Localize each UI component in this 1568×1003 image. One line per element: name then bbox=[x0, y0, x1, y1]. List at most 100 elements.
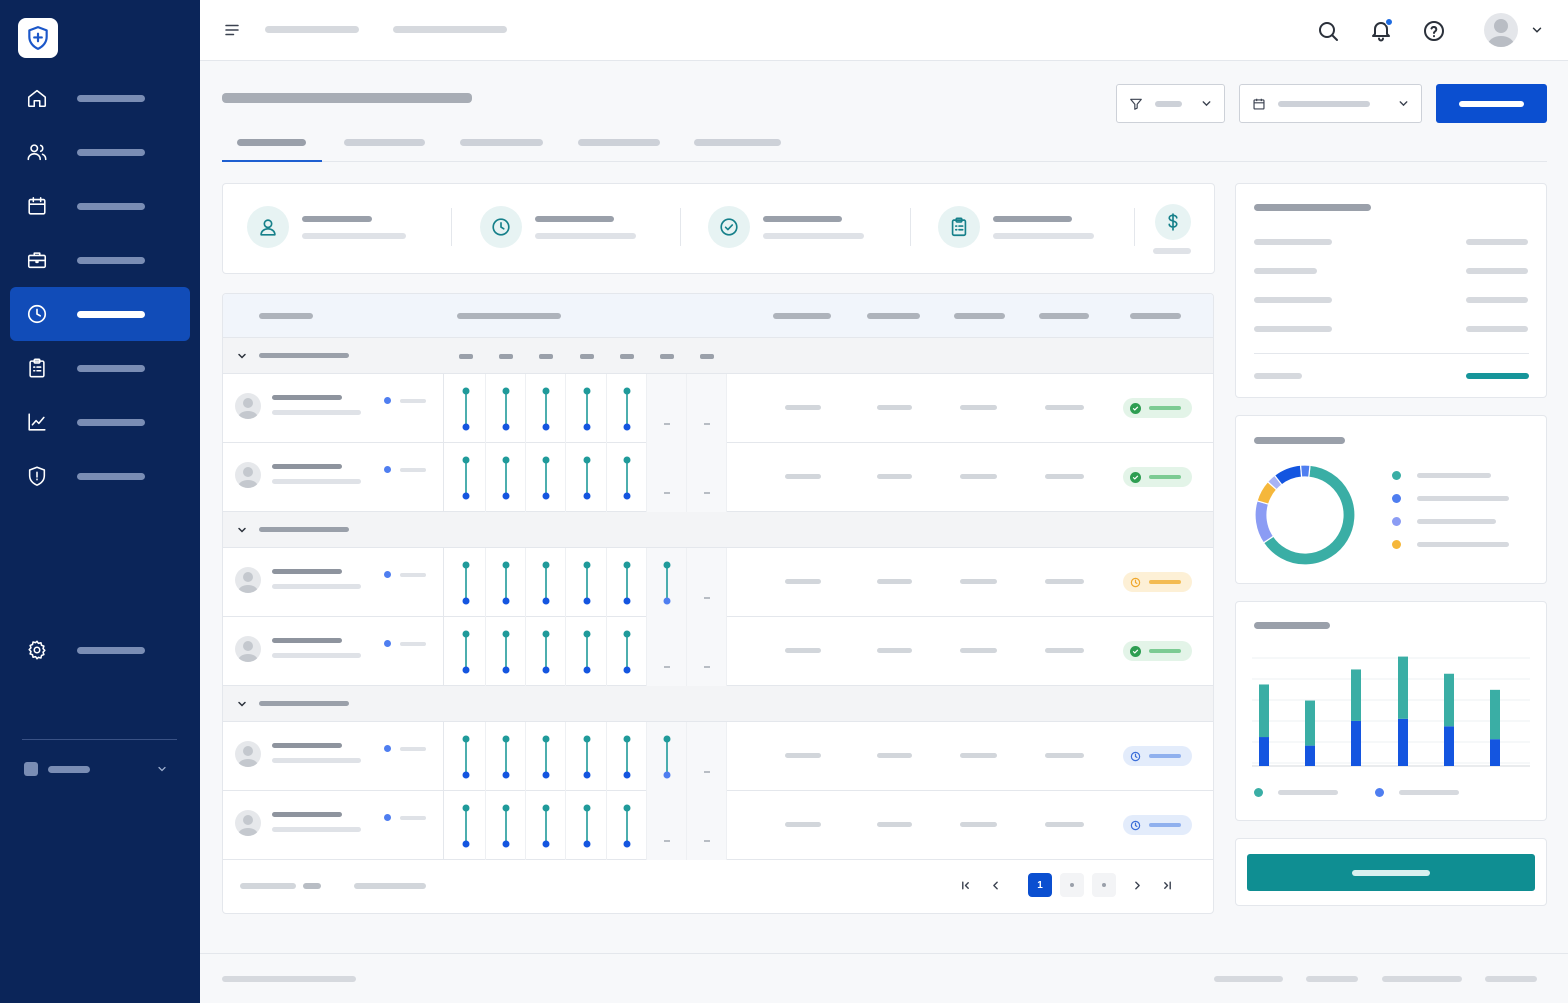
bar-segment[interactable] bbox=[1351, 669, 1361, 721]
bar-segment[interactable] bbox=[1305, 700, 1315, 746]
employee-name[interactable] bbox=[272, 743, 342, 748]
table-row[interactable] bbox=[223, 548, 1213, 617]
shift-span[interactable] bbox=[582, 561, 592, 605]
sidebar-item-users[interactable] bbox=[10, 125, 190, 179]
footer-link[interactable] bbox=[1306, 976, 1358, 982]
shift-span[interactable] bbox=[662, 561, 672, 605]
shift-span[interactable] bbox=[501, 735, 511, 779]
avatar[interactable] bbox=[1484, 13, 1518, 47]
employee-name[interactable] bbox=[272, 464, 342, 469]
sidebar-item-timesheets[interactable] bbox=[10, 287, 190, 341]
bar-segment[interactable] bbox=[1490, 739, 1500, 766]
app-logo[interactable] bbox=[18, 18, 58, 58]
table-group-row[interactable] bbox=[223, 512, 1213, 548]
tab-2[interactable] bbox=[344, 139, 425, 146]
workspace-selector[interactable] bbox=[24, 761, 174, 777]
bar-segment[interactable] bbox=[1398, 656, 1408, 719]
shift-span[interactable] bbox=[541, 561, 551, 605]
shift-span[interactable] bbox=[461, 735, 471, 779]
employee-name[interactable] bbox=[272, 812, 342, 817]
shift-span[interactable] bbox=[461, 630, 471, 674]
footer-link[interactable] bbox=[1382, 976, 1462, 982]
table-row[interactable] bbox=[223, 374, 1213, 443]
shift-span[interactable] bbox=[582, 735, 592, 779]
employee-name[interactable] bbox=[272, 638, 342, 643]
menu-icon[interactable] bbox=[222, 21, 242, 39]
bar-segment[interactable] bbox=[1444, 726, 1454, 766]
bar-segment[interactable] bbox=[1259, 684, 1269, 738]
donut-slice[interactable] bbox=[1262, 464, 1356, 566]
shift-span[interactable] bbox=[582, 804, 592, 848]
shift-span[interactable] bbox=[461, 804, 471, 848]
donut-slice[interactable] bbox=[1299, 464, 1311, 478]
sidebar-item-calendar[interactable] bbox=[10, 179, 190, 233]
sidebar-item-analytics[interactable] bbox=[10, 395, 190, 449]
tab-3[interactable] bbox=[460, 139, 543, 146]
shift-span[interactable] bbox=[622, 387, 632, 431]
donut-slice[interactable] bbox=[1254, 500, 1275, 544]
footer-link[interactable] bbox=[1214, 976, 1283, 982]
column-header[interactable] bbox=[867, 313, 920, 319]
rows-per-page-select[interactable] bbox=[303, 883, 321, 889]
shift-span[interactable] bbox=[501, 387, 511, 431]
pagination-button[interactable]: 1 bbox=[1028, 873, 1052, 897]
sidebar-item-clipboard[interactable] bbox=[10, 341, 190, 395]
column-header[interactable] bbox=[773, 313, 831, 319]
table-row[interactable] bbox=[223, 443, 1213, 512]
shift-span[interactable] bbox=[582, 630, 592, 674]
shift-span[interactable] bbox=[622, 561, 632, 605]
help-icon[interactable] bbox=[1422, 19, 1446, 43]
employee-name[interactable] bbox=[272, 569, 342, 574]
chevron-down-icon[interactable] bbox=[236, 698, 248, 710]
shift-span[interactable] bbox=[622, 804, 632, 848]
pagination-button[interactable] bbox=[953, 873, 977, 897]
sidebar-item-home[interactable] bbox=[10, 71, 190, 125]
pagination-button[interactable] bbox=[1125, 873, 1149, 897]
bar-segment[interactable] bbox=[1398, 718, 1408, 766]
tab-4[interactable] bbox=[578, 139, 660, 146]
shift-span[interactable] bbox=[541, 735, 551, 779]
table-group-row[interactable] bbox=[223, 686, 1213, 722]
column-header[interactable] bbox=[259, 313, 313, 319]
table-row[interactable] bbox=[223, 617, 1213, 686]
employee-name[interactable] bbox=[272, 395, 342, 400]
sidebar-item-settings[interactable] bbox=[10, 623, 190, 677]
shift-span[interactable] bbox=[501, 630, 511, 674]
primary-action-button[interactable] bbox=[1436, 84, 1547, 123]
column-header[interactable] bbox=[1130, 313, 1181, 319]
breadcrumb-item[interactable] bbox=[393, 26, 507, 33]
footer-link[interactable] bbox=[1485, 976, 1537, 982]
bar-segment[interactable] bbox=[1259, 737, 1269, 766]
shift-span[interactable] bbox=[541, 630, 551, 674]
column-header[interactable] bbox=[1039, 313, 1089, 319]
pagination-button[interactable] bbox=[1092, 873, 1116, 897]
shift-span[interactable] bbox=[662, 735, 672, 779]
pagination-button[interactable] bbox=[1155, 873, 1179, 897]
shift-span[interactable] bbox=[501, 561, 511, 605]
shift-span[interactable] bbox=[582, 387, 592, 431]
chevron-down-icon[interactable] bbox=[236, 524, 248, 536]
table-row[interactable] bbox=[223, 722, 1213, 791]
shift-span[interactable] bbox=[622, 456, 632, 500]
sidebar-item-briefcase[interactable] bbox=[10, 233, 190, 287]
bar-segment[interactable] bbox=[1305, 745, 1315, 766]
pagination-button[interactable] bbox=[983, 873, 1007, 897]
shift-span[interactable] bbox=[541, 456, 551, 500]
submit-button[interactable] bbox=[1247, 854, 1535, 891]
column-header[interactable] bbox=[954, 313, 1005, 319]
table-row[interactable] bbox=[223, 791, 1213, 860]
search-icon[interactable] bbox=[1316, 19, 1340, 43]
shift-span[interactable] bbox=[622, 630, 632, 674]
bar-segment[interactable] bbox=[1351, 720, 1361, 766]
shift-span[interactable] bbox=[582, 456, 592, 500]
sidebar-item-security[interactable] bbox=[10, 449, 190, 503]
pagination-button[interactable] bbox=[1060, 873, 1084, 897]
tab-1[interactable] bbox=[237, 139, 306, 146]
shift-span[interactable] bbox=[541, 804, 551, 848]
date-range-dropdown[interactable] bbox=[1239, 84, 1422, 123]
shift-span[interactable] bbox=[541, 387, 551, 431]
tab-5[interactable] bbox=[694, 139, 781, 146]
shift-span[interactable] bbox=[461, 456, 471, 500]
filter-dropdown[interactable] bbox=[1116, 84, 1225, 123]
bar-segment[interactable] bbox=[1490, 689, 1500, 740]
